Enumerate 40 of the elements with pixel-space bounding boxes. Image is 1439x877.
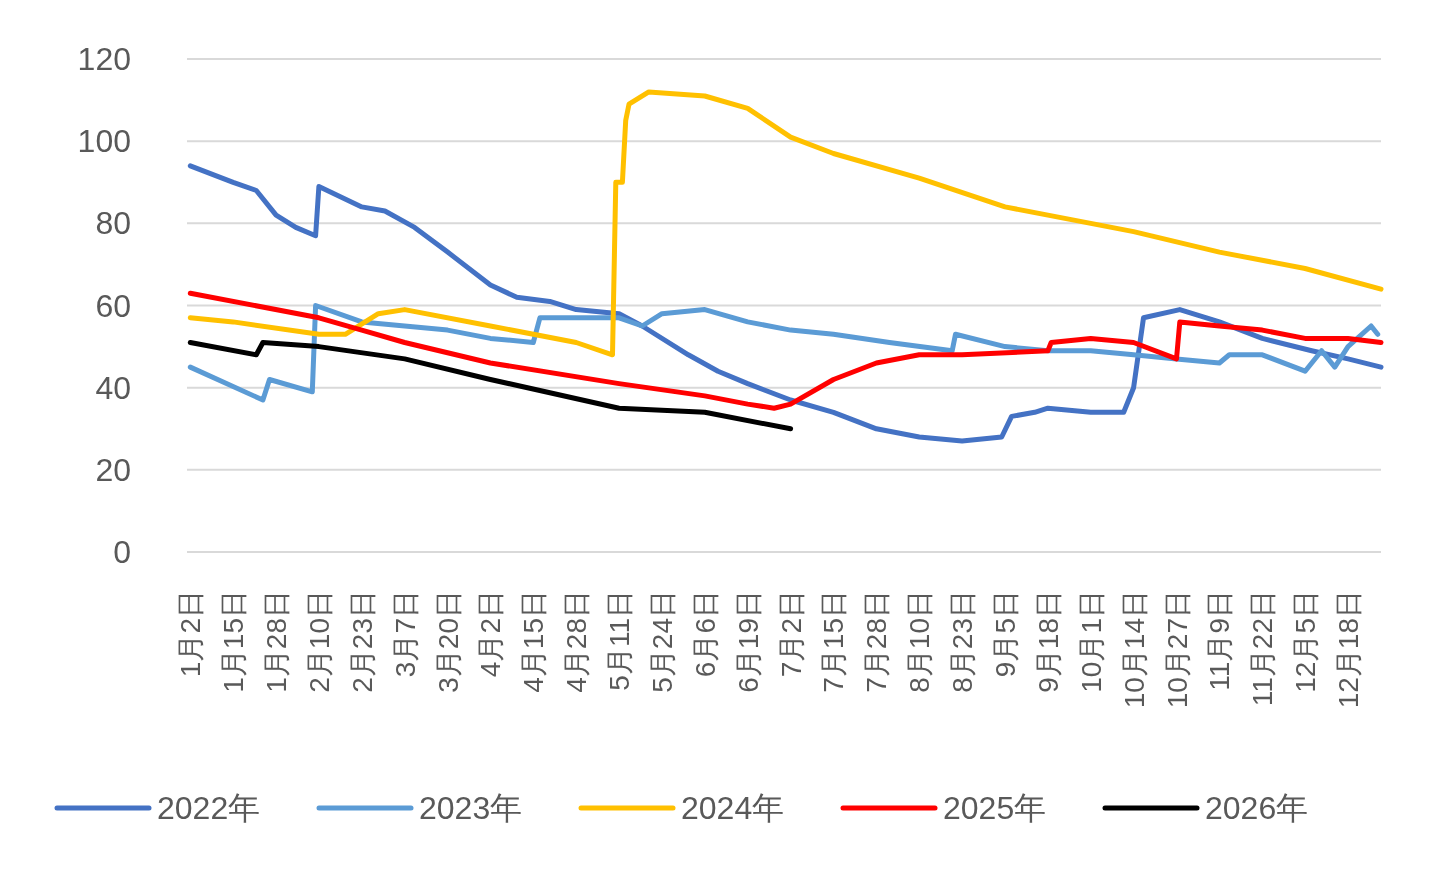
x-tick-label: 3月20日 (432, 590, 464, 693)
y-tick-label: 120 (77, 41, 131, 77)
y-tick-label: 100 (77, 123, 131, 160)
x-tick-label: 5月11日 (604, 590, 636, 691)
x-tick-label: 1月15日 (218, 590, 250, 693)
x-tick-label: 12月5日 (1290, 590, 1322, 693)
x-tick-label: 8月23日 (947, 590, 979, 693)
legend-label: 2024年 (681, 790, 785, 826)
x-tick-label: 9月5日 (989, 590, 1021, 678)
y-tick-label: 0 (113, 534, 131, 570)
x-tick-label: 5月24日 (646, 590, 678, 693)
x-tick-label: 1月2日 (175, 590, 207, 678)
x-tick-label: 1月28日 (261, 590, 293, 693)
x-tick-label: 7月15日 (818, 590, 850, 693)
x-tick-label: 4月28日 (561, 590, 593, 693)
x-tick-label: 8月10日 (904, 590, 936, 693)
x-tick-label: 10月14日 (1118, 590, 1150, 709)
legend-label: 2025年 (943, 790, 1047, 826)
x-tick-label: 11月22日 (1247, 590, 1279, 707)
x-tick-label: 4月15日 (518, 590, 550, 693)
x-tick-label: 9月18日 (1032, 590, 1064, 693)
x-tick-label: 10月1日 (1075, 590, 1107, 693)
y-tick-label: 40 (95, 369, 131, 406)
legend-label: 2022年 (157, 790, 261, 826)
legend-label: 2023年 (419, 790, 523, 826)
legend-label: 2026年 (1205, 790, 1309, 826)
y-tick-label: 60 (95, 287, 131, 324)
x-tick-label: 10月27日 (1161, 590, 1193, 709)
x-tick-label: 12月18日 (1333, 590, 1365, 709)
x-tick-label: 7月2日 (775, 590, 807, 678)
x-tick-label: 11月9日 (1204, 590, 1236, 691)
x-tick-label: 4月2日 (475, 590, 507, 678)
x-tick-label: 6月19日 (732, 590, 764, 693)
x-tick-label: 3月7日 (389, 590, 421, 678)
x-tick-label: 6月6日 (689, 590, 721, 678)
y-tick-label: 20 (95, 451, 131, 488)
y-tick-label: 80 (95, 205, 131, 242)
x-tick-label: 2月23日 (346, 590, 378, 693)
x-tick-label: 2月10日 (303, 590, 335, 693)
x-tick-label: 7月28日 (861, 590, 893, 693)
